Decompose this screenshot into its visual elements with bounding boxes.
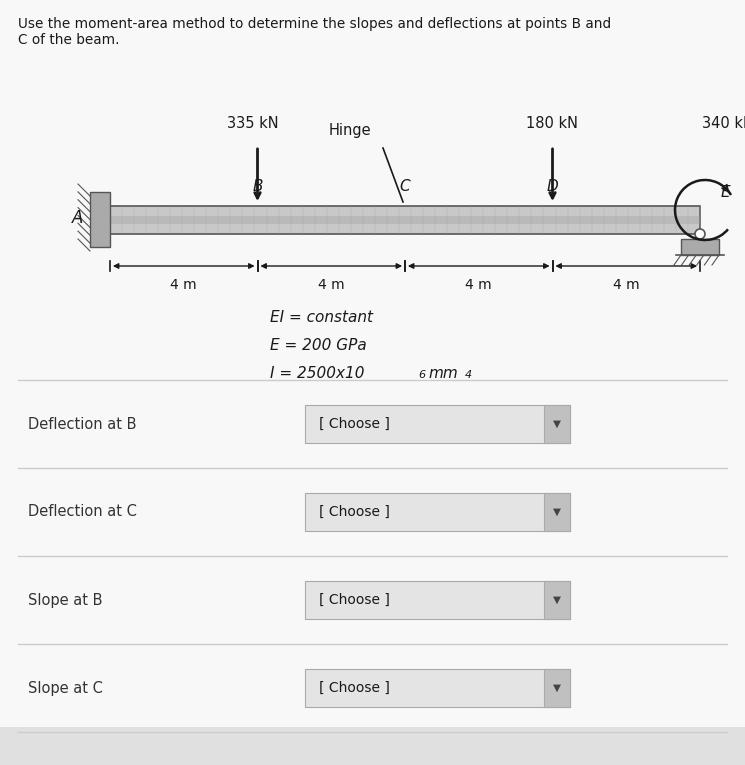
- Bar: [544, 405, 570, 443]
- Bar: [110, 216, 700, 224]
- Bar: [544, 493, 570, 531]
- Text: E: E: [720, 184, 730, 200]
- Bar: [305, 405, 570, 443]
- Text: [ Choose ]: [ Choose ]: [319, 417, 390, 431]
- Circle shape: [695, 229, 705, 239]
- Bar: [110, 206, 700, 234]
- Bar: [544, 669, 570, 707]
- Bar: [305, 581, 570, 619]
- Bar: [90, 192, 110, 247]
- Text: I = 2500x10: I = 2500x10: [270, 366, 364, 381]
- Text: ▼: ▼: [553, 507, 561, 517]
- Text: B: B: [253, 179, 263, 194]
- Text: Deflection at B: Deflection at B: [28, 416, 136, 431]
- Text: E = 200 GPa: E = 200 GPa: [270, 338, 367, 353]
- Text: Deflection at C: Deflection at C: [28, 504, 137, 519]
- Text: Slope at B: Slope at B: [28, 593, 103, 607]
- Text: D: D: [547, 179, 558, 194]
- Text: A: A: [72, 209, 83, 227]
- Bar: [681, 239, 719, 255]
- Text: ▼: ▼: [553, 595, 561, 605]
- Text: C: C: [399, 179, 410, 194]
- Bar: [544, 581, 570, 619]
- Bar: [305, 493, 570, 531]
- Text: 4 m: 4 m: [318, 278, 344, 292]
- Text: 6: 6: [418, 370, 425, 380]
- Text: 4 m: 4 m: [613, 278, 639, 292]
- Text: ▼: ▼: [553, 419, 561, 429]
- Text: 4 m: 4 m: [466, 278, 492, 292]
- Text: Use the moment-area method to determine the slopes and deflections at points B a: Use the moment-area method to determine …: [18, 17, 611, 31]
- Text: Slope at C: Slope at C: [28, 681, 103, 695]
- Text: C of the beam.: C of the beam.: [18, 33, 119, 47]
- Text: ▼: ▼: [553, 683, 561, 693]
- Text: [ Choose ]: [ Choose ]: [319, 505, 390, 519]
- Text: EI = constant: EI = constant: [270, 310, 373, 325]
- Text: 4 m: 4 m: [171, 278, 197, 292]
- Bar: [0, 727, 745, 765]
- Bar: [305, 669, 570, 707]
- Text: [ Choose ]: [ Choose ]: [319, 681, 390, 695]
- Text: Hinge: Hinge: [329, 123, 371, 138]
- Text: 340 kN-m: 340 kN-m: [703, 116, 745, 131]
- Text: mm: mm: [428, 366, 457, 381]
- Text: 335 kN: 335 kN: [226, 116, 279, 131]
- Text: 180 kN: 180 kN: [527, 116, 579, 131]
- Text: [ Choose ]: [ Choose ]: [319, 593, 390, 607]
- Text: 4: 4: [465, 370, 472, 380]
